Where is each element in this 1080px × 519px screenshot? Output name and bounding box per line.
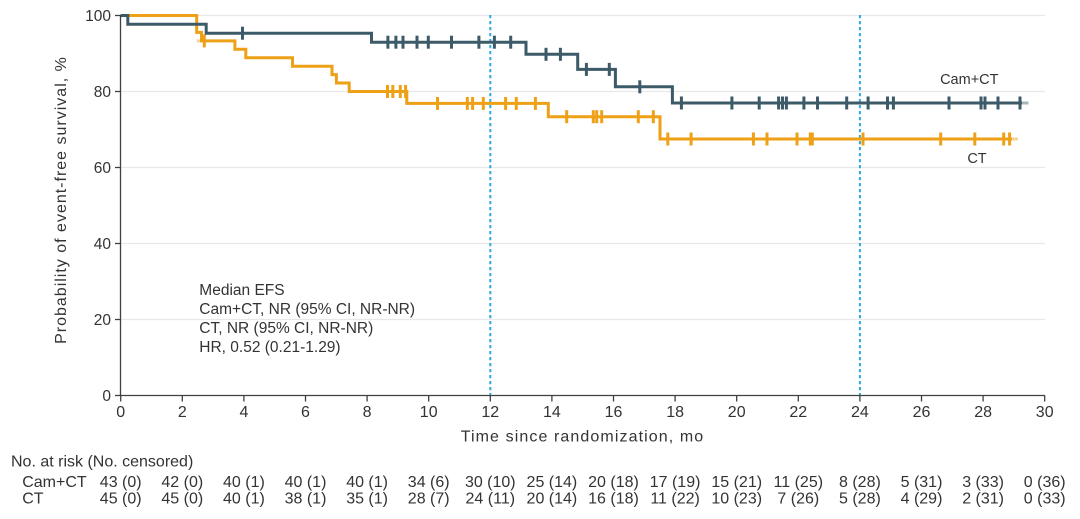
- svg-text:35 (1): 35 (1): [346, 491, 388, 508]
- svg-text:10: 10: [420, 404, 438, 421]
- svg-text:10 (23): 10 (23): [711, 491, 762, 508]
- svg-text:20 (14): 20 (14): [527, 491, 578, 508]
- svg-text:4: 4: [239, 404, 248, 421]
- svg-text:80: 80: [94, 84, 112, 101]
- svg-text:40: 40: [94, 236, 112, 253]
- svg-text:26: 26: [913, 404, 931, 421]
- svg-text:20: 20: [728, 404, 746, 421]
- svg-text:14: 14: [543, 404, 561, 421]
- svg-text:40 (1): 40 (1): [346, 474, 388, 491]
- svg-text:Time since randomization, mo: Time since randomization, mo: [461, 429, 705, 446]
- svg-text:5 (28): 5 (28): [839, 491, 881, 508]
- svg-text:CT, NR (95% CI, NR-NR): CT, NR (95% CI, NR-NR): [199, 320, 373, 337]
- svg-text:0 (36): 0 (36): [1024, 474, 1066, 491]
- svg-text:5 (31): 5 (31): [901, 474, 943, 491]
- svg-text:28 (7): 28 (7): [408, 491, 450, 508]
- svg-text:38 (1): 38 (1): [285, 491, 327, 508]
- svg-text:6: 6: [301, 404, 310, 421]
- svg-text:11 (25): 11 (25): [774, 474, 824, 491]
- svg-text:7 (26): 7 (26): [777, 491, 819, 508]
- svg-text:Cam+CT, NR (95% CI, NR-NR): Cam+CT, NR (95% CI, NR-NR): [199, 301, 415, 318]
- svg-text:40 (1): 40 (1): [223, 474, 265, 491]
- svg-text:22: 22: [789, 404, 807, 421]
- svg-text:43 (0): 43 (0): [100, 474, 142, 491]
- svg-text:40 (1): 40 (1): [223, 491, 265, 508]
- svg-text:0: 0: [102, 388, 111, 405]
- svg-text:15 (21): 15 (21): [711, 474, 762, 491]
- svg-text:4 (29): 4 (29): [901, 491, 943, 508]
- svg-text:40 (1): 40 (1): [285, 474, 327, 491]
- svg-text:42 (0): 42 (0): [161, 474, 203, 491]
- svg-text:2 (31): 2 (31): [962, 491, 1004, 508]
- svg-text:CT: CT: [22, 491, 44, 508]
- svg-text:16 (18): 16 (18): [588, 491, 639, 508]
- svg-text:34 (6): 34 (6): [408, 474, 450, 491]
- svg-text:20 (18): 20 (18): [588, 474, 639, 491]
- svg-text:CT: CT: [967, 151, 986, 167]
- svg-text:12: 12: [481, 404, 499, 421]
- svg-text:28: 28: [974, 404, 992, 421]
- svg-text:20: 20: [94, 312, 112, 329]
- svg-text:0: 0: [116, 404, 125, 421]
- svg-text:0 (33): 0 (33): [1024, 491, 1066, 508]
- svg-text:3 (33): 3 (33): [962, 474, 1004, 491]
- svg-text:16: 16: [605, 404, 623, 421]
- svg-text:2: 2: [178, 404, 187, 421]
- svg-text:11 (22): 11 (22): [650, 491, 700, 508]
- svg-text:60: 60: [94, 160, 112, 177]
- svg-text:Median EFS: Median EFS: [199, 282, 284, 299]
- svg-text:45 (0): 45 (0): [161, 491, 203, 508]
- svg-text:Probability of event-free surv: Probability of event-free survival, %: [53, 56, 70, 344]
- svg-text:8: 8: [363, 404, 372, 421]
- svg-text:Cam+CT: Cam+CT: [940, 72, 999, 88]
- svg-text:8 (28): 8 (28): [839, 474, 881, 491]
- svg-text:No. at risk (No. censored): No. at risk (No. censored): [11, 454, 193, 471]
- svg-text:HR, 0.52 (0.21-1.29): HR, 0.52 (0.21-1.29): [199, 339, 340, 356]
- svg-text:30 (10): 30 (10): [465, 474, 516, 491]
- svg-text:24 (11): 24 (11): [466, 491, 516, 508]
- svg-text:24: 24: [851, 404, 869, 421]
- svg-text:18: 18: [666, 404, 684, 421]
- svg-text:17 (19): 17 (19): [650, 474, 701, 491]
- svg-text:100: 100: [85, 8, 111, 25]
- svg-text:30: 30: [1036, 404, 1054, 421]
- svg-text:Cam+CT: Cam+CT: [22, 474, 87, 491]
- svg-text:25 (14): 25 (14): [527, 474, 578, 491]
- svg-text:45 (0): 45 (0): [100, 491, 142, 508]
